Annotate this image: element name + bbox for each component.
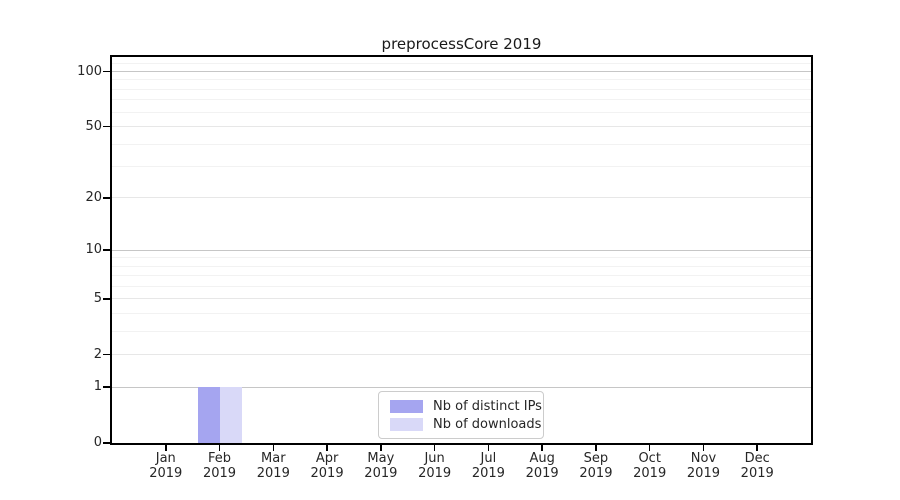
x-tick-year: 2019 <box>525 466 559 481</box>
x-axis-tick <box>433 445 436 451</box>
y-axis-tick-label: 2 <box>93 346 102 362</box>
legend-entry-downloads: Nb of downloads <box>390 415 541 433</box>
legend-label-distinct-ips: Nb of distinct IPs <box>433 398 542 414</box>
y-axis-tick <box>103 70 110 73</box>
x-axis-tick-label: Jan 2019 <box>134 451 198 481</box>
x-tick-year: 2019 <box>256 466 290 481</box>
x-tick-year: 2019 <box>310 466 344 481</box>
x-tick-month: Jun <box>424 451 445 466</box>
legend: Nb of distinct IPs Nb of downloads <box>378 391 544 439</box>
x-axis-tick-label: Apr 2019 <box>295 451 359 481</box>
x-tick-month: Oct <box>638 451 661 466</box>
x-axis-tick-label: Jul 2019 <box>456 451 520 481</box>
x-tick-month: Jan <box>155 451 176 466</box>
x-axis-tick <box>541 445 543 451</box>
major-gridline <box>112 386 811 388</box>
gridline <box>112 126 811 128</box>
minor-gridline <box>112 63 811 65</box>
y-axis-tick-label: 20 <box>85 189 102 205</box>
chart-title: preprocessCore 2019 <box>381 35 542 53</box>
x-axis-tick <box>756 445 759 451</box>
x-tick-month: Aug <box>529 451 555 466</box>
y-axis-tick-label: 50 <box>85 118 102 134</box>
x-tick-year: 2019 <box>471 466 505 481</box>
gridline <box>112 197 811 199</box>
y-axis-tick-label: 5 <box>93 290 102 306</box>
x-axis-tick-label: Sep 2019 <box>564 451 628 481</box>
x-tick-month: May <box>367 451 395 466</box>
x-axis-tick <box>595 445 597 451</box>
y-axis-tick-label: 1 <box>93 379 102 395</box>
x-axis-tick <box>164 445 167 451</box>
x-axis-tick-label: Jun 2019 <box>403 451 467 481</box>
y-axis-tick <box>103 197 110 199</box>
x-tick-month: Jul <box>480 451 497 466</box>
minor-gridline <box>112 79 811 81</box>
legend-swatch-distinct-ips <box>390 399 423 413</box>
gridline <box>112 354 811 356</box>
major-gridline <box>112 71 811 73</box>
bar-downloads <box>219 387 242 443</box>
x-tick-month: Sep <box>583 451 609 466</box>
legend-entry-distinct-ips: Nb of distinct IPs <box>390 397 542 415</box>
minor-gridline <box>112 111 811 113</box>
x-axis-tick <box>648 445 651 451</box>
x-axis-tick-label: May 2019 <box>349 451 413 481</box>
y-axis-tick-label: 0 <box>93 435 102 450</box>
x-tick-year: 2019 <box>364 466 398 481</box>
y-axis-tick-label: 10 <box>85 242 102 257</box>
x-axis-tick-label: Oct 2019 <box>618 451 682 481</box>
minor-gridline <box>112 143 811 145</box>
minor-gridline <box>112 285 811 287</box>
legend-swatch-downloads <box>390 417 423 431</box>
x-axis-tick <box>702 445 705 451</box>
x-axis-tick <box>272 445 275 451</box>
x-tick-year: 2019 <box>202 466 237 481</box>
x-tick-year: 2019 <box>633 466 667 481</box>
x-tick-month: Dec <box>744 451 770 466</box>
y-axis-tick <box>103 297 110 300</box>
minor-gridline <box>112 312 811 314</box>
minor-gridline <box>112 330 811 332</box>
y-axis-tick-label: 100 <box>77 63 102 79</box>
y-axis-tick <box>103 386 110 388</box>
gridline <box>112 298 811 300</box>
x-axis-tick <box>487 445 490 451</box>
x-axis-tick-label: Dec 2019 <box>725 451 789 481</box>
x-axis-tick-label: Aug 2019 <box>510 451 574 481</box>
plot-area <box>110 55 813 445</box>
x-tick-year: 2019 <box>686 466 720 481</box>
x-tick-month: Feb <box>208 451 232 466</box>
x-tick-month: Mar <box>261 451 286 466</box>
x-axis-tick-label: Mar 2019 <box>241 451 305 481</box>
x-axis-tick <box>326 445 328 451</box>
x-axis-tick <box>380 445 382 451</box>
y-axis-tick <box>103 125 110 128</box>
y-axis-tick <box>103 353 110 356</box>
minor-gridline <box>112 265 811 267</box>
minor-gridline <box>112 99 811 101</box>
x-axis-tick-label: Nov 2019 <box>671 451 735 481</box>
minor-gridline <box>112 88 811 90</box>
x-tick-year: 2019 <box>149 466 183 481</box>
x-tick-year: 2019 <box>579 466 613 481</box>
legend-label-downloads: Nb of downloads <box>433 416 542 432</box>
minor-gridline <box>112 166 811 168</box>
x-tick-month: Apr <box>315 451 339 466</box>
major-gridline <box>112 249 811 251</box>
bar-distinct-ips <box>197 387 220 443</box>
x-axis-tick-label: Feb 2019 <box>188 451 252 481</box>
minor-gridline <box>112 257 811 259</box>
minor-gridline <box>112 275 811 277</box>
y-axis-tick <box>103 249 110 251</box>
x-tick-year: 2019 <box>418 466 452 481</box>
x-tick-month: Nov <box>690 451 717 466</box>
y-axis-tick <box>103 442 110 444</box>
x-tick-year: 2019 <box>740 466 774 481</box>
x-axis-tick <box>218 445 221 451</box>
